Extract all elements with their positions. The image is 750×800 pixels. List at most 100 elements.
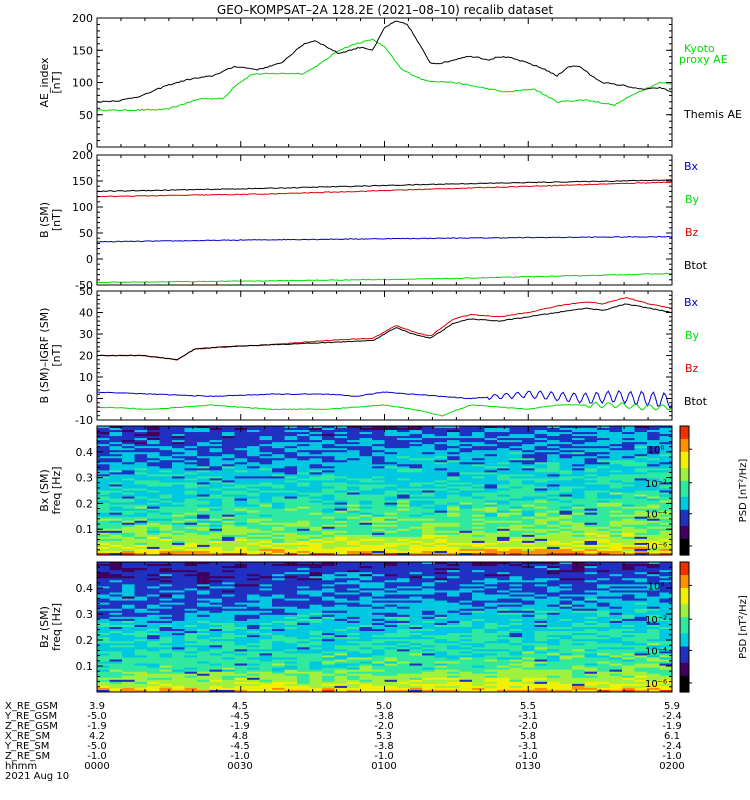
psd-cell xyxy=(209,616,223,620)
psd-cell xyxy=(647,494,661,498)
psd-cell xyxy=(384,542,398,546)
psd-cell xyxy=(422,518,436,522)
psd-cell xyxy=(447,522,461,526)
psd-cell xyxy=(609,466,623,469)
psd-cell xyxy=(147,562,161,565)
psd-cell xyxy=(197,616,211,620)
psd-cell xyxy=(484,442,498,445)
psd-cell xyxy=(247,536,261,540)
psd-cell xyxy=(322,438,336,441)
psd-cell xyxy=(484,540,498,544)
psd-cell xyxy=(184,488,198,492)
psd-cell xyxy=(272,580,286,583)
psd-cell xyxy=(397,508,411,512)
psd-cell xyxy=(359,612,373,616)
psd-cell xyxy=(509,492,523,496)
y-axis-label-line: freq [Hz] xyxy=(50,466,63,514)
psd-cell xyxy=(172,622,186,626)
psd-cell xyxy=(509,566,523,569)
psd-cell xyxy=(234,452,248,455)
psd-cell xyxy=(459,436,473,439)
psd-cell xyxy=(509,454,523,457)
psd-cell xyxy=(109,520,123,524)
psd-cell xyxy=(522,612,536,616)
psd-cell xyxy=(209,600,223,604)
psd-cell xyxy=(197,624,211,628)
psd-cell xyxy=(447,484,461,488)
psd-cell xyxy=(622,516,636,520)
psd-cell xyxy=(634,586,648,590)
psd-cell xyxy=(409,524,423,528)
psd-cell xyxy=(472,620,486,624)
psd-cell xyxy=(297,496,311,500)
psd-cell xyxy=(284,496,298,500)
psd-cell xyxy=(634,532,648,536)
psd-cell xyxy=(272,444,286,447)
psd-cell xyxy=(659,622,672,626)
psd-cell xyxy=(434,562,448,565)
psd-cell xyxy=(384,582,398,585)
psd-cell xyxy=(597,484,611,488)
psd-cell xyxy=(347,450,361,453)
psd-cell xyxy=(134,576,148,579)
psd-cell xyxy=(247,496,261,500)
colorbar-cell xyxy=(680,513,689,517)
psd-cell xyxy=(534,576,548,579)
psd-cell xyxy=(534,484,548,488)
psd-cell xyxy=(272,526,286,530)
psd-cell xyxy=(322,494,336,498)
psd-cell xyxy=(622,486,636,490)
colorbar-cell xyxy=(680,490,689,495)
psd-cell xyxy=(447,614,461,618)
psd-cell xyxy=(234,600,248,604)
psd-cell xyxy=(634,578,648,581)
psd-cell xyxy=(509,544,523,548)
psd-cell xyxy=(272,446,286,449)
psd-cell xyxy=(559,592,573,596)
psd-cell xyxy=(259,594,273,598)
psd-cell xyxy=(97,602,111,606)
psd-cell xyxy=(209,542,223,546)
psd-cell xyxy=(459,610,473,614)
psd-cell xyxy=(584,574,598,577)
psd-cell xyxy=(284,512,298,516)
psd-cell xyxy=(447,566,461,569)
psd-cell xyxy=(522,534,536,538)
psd-cell xyxy=(509,536,523,540)
psd-cell xyxy=(584,480,598,484)
psd-cell xyxy=(384,534,398,538)
psd-cell xyxy=(209,594,223,598)
psd-cell xyxy=(384,620,398,624)
psd-cell xyxy=(209,494,223,498)
psd-cell xyxy=(622,480,636,484)
psd-cell xyxy=(359,590,373,594)
psd-cell xyxy=(659,508,672,512)
psd-cell xyxy=(397,440,411,443)
psd-cell xyxy=(647,438,661,441)
psd-cell xyxy=(547,618,561,622)
psd-cell xyxy=(297,524,311,528)
psd-cell xyxy=(159,610,173,614)
psd-cell xyxy=(209,522,223,526)
psd-cell xyxy=(634,528,648,532)
psd-cell xyxy=(97,624,111,628)
psd-cell xyxy=(434,464,448,467)
psd-cell xyxy=(622,542,636,546)
psd-cell xyxy=(147,618,161,622)
psd-cell xyxy=(572,604,586,608)
psd-cell xyxy=(472,546,486,550)
psd-cell xyxy=(359,598,373,602)
psd-cell xyxy=(422,452,436,455)
psd-cell xyxy=(184,546,198,550)
psd-cell xyxy=(197,568,211,571)
psd-cell xyxy=(184,452,198,455)
psd-cell xyxy=(259,620,273,624)
psd-cell xyxy=(97,540,111,544)
psd-cell xyxy=(322,456,336,459)
psd-cell xyxy=(459,500,473,504)
psd-cell xyxy=(422,546,436,550)
psd-cell xyxy=(509,574,523,577)
psd-cell xyxy=(609,520,623,524)
psd-cell xyxy=(234,492,248,496)
psd-cell xyxy=(197,484,211,488)
